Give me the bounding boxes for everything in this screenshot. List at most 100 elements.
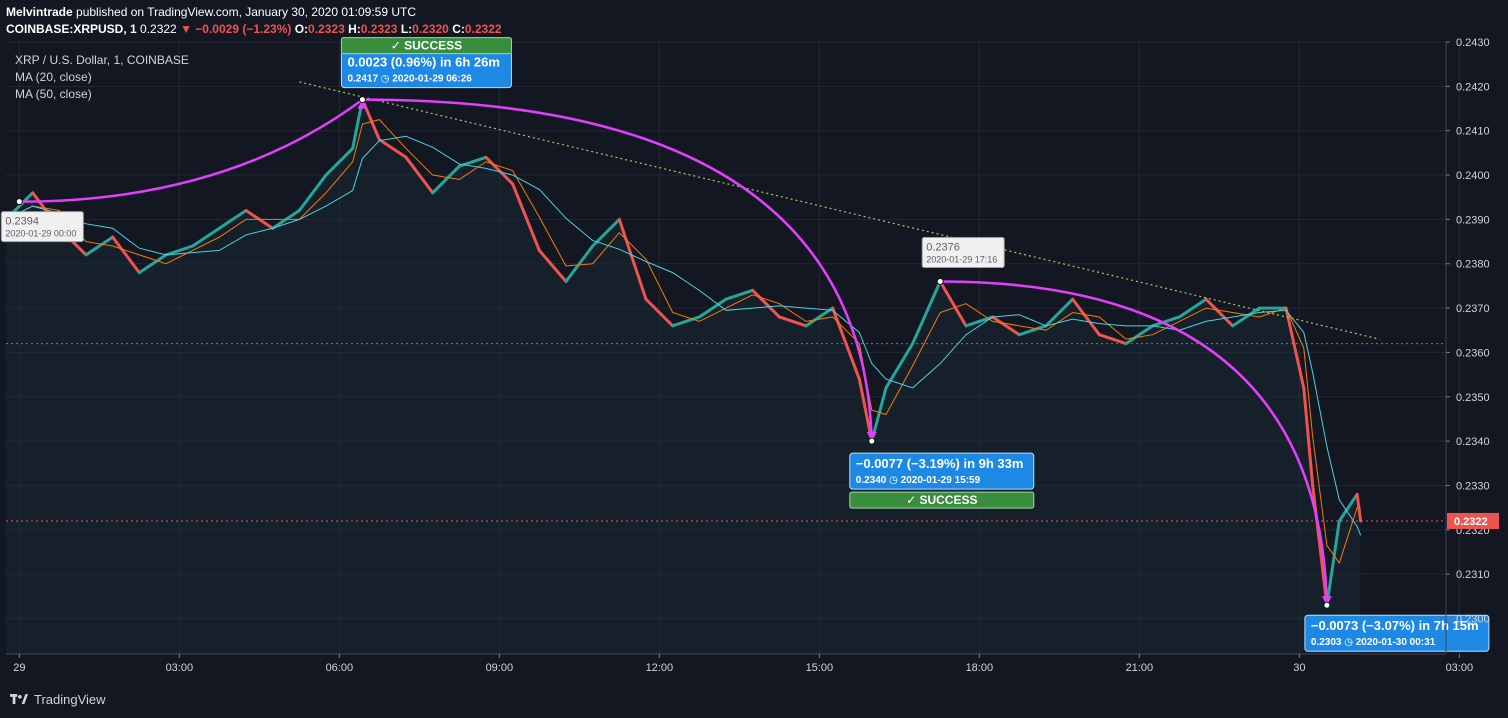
price-segment <box>617 217 648 301</box>
measurement-detail: 0.2340 ◷ 2020-01-29 15:59 <box>856 475 981 486</box>
price-tick-label: 0.2370 <box>1456 303 1490 315</box>
measurement-text: −0.0073 (−3.07%) in 7h 15m <box>1311 618 1479 633</box>
price-segment <box>484 155 515 186</box>
projection-arc[interactable] <box>362 98 874 442</box>
time-tick-label: 18:00 <box>966 662 994 674</box>
price-segment <box>751 288 781 319</box>
price-segment <box>938 279 968 328</box>
price-segment <box>644 297 675 328</box>
price-area <box>6 99 1361 655</box>
last-price-label: 0.2322 <box>1454 516 1488 528</box>
anchor-point[interactable] <box>936 277 944 285</box>
anchor-point[interactable] <box>358 96 366 104</box>
price-segment <box>537 248 568 283</box>
callout-time: 2020-01-29 17:16 <box>926 254 997 264</box>
price-segment <box>431 164 461 195</box>
close-value: 0.2322 <box>464 22 502 36</box>
published-text: published on TradingView.com, January 30… <box>76 5 417 19</box>
price-segment <box>1284 306 1306 390</box>
publish-line: Melvintrade published on TradingView.com… <box>6 5 416 19</box>
time-tick-label: 09:00 <box>486 662 514 674</box>
tradingview-logo-icon <box>10 694 28 704</box>
price-segment <box>1231 306 1261 328</box>
arc-arrowhead <box>357 99 368 109</box>
tradingview-brand: TradingView <box>34 692 106 707</box>
price-tick-label: 0.2350 <box>1456 392 1490 404</box>
price-segment <box>564 244 595 283</box>
projection-arc[interactable] <box>940 280 1329 606</box>
price-tick-label: 0.2410 <box>1456 126 1490 138</box>
measurement-badge[interactable] <box>849 452 1035 490</box>
price-tick-label: 0.2400 <box>1456 170 1490 182</box>
time-tick-label: 03:00 <box>1446 662 1474 674</box>
price-segment <box>324 146 355 177</box>
time-tick-label: 03:00 <box>166 662 194 674</box>
symbol-name[interactable]: COINBASE:XRPUSD, 1 <box>6 22 137 36</box>
ma20-line <box>5 119 1361 565</box>
chart-axes: 0.2430 0.2420 0.2410 0.2400 0.2390 0.2380 0.23… <box>6 37 1499 674</box>
price-segment <box>857 377 874 443</box>
price-callout[interactable] <box>0 211 84 243</box>
callout-time: 2020-01-29 00:00 <box>5 229 76 239</box>
price-tick-label: 0.2380 <box>1456 259 1490 271</box>
price-tick-label: 0.2300 <box>1456 614 1490 626</box>
legend-title[interactable]: XRP / U.S. Dollar, 1, COINBASE <box>15 53 189 67</box>
price-segment <box>1097 333 1128 346</box>
time-tick-label: 15:00 <box>806 662 834 674</box>
price-segment <box>191 226 221 248</box>
anchor-point[interactable] <box>15 198 23 206</box>
last-price-badge <box>1447 512 1499 529</box>
price-tick-label: 0.2310 <box>1456 569 1490 581</box>
price-segment <box>1124 324 1155 346</box>
time-tick-label: 29 <box>13 662 25 674</box>
open-value: 0.2323 <box>308 22 345 36</box>
time-tick-label: 21:00 <box>1126 662 1154 674</box>
anchor-point[interactable] <box>868 437 876 445</box>
trend-line[interactable] <box>299 81 1380 340</box>
legend-ma50[interactable]: MA (50, close) <box>15 87 92 101</box>
price-segment <box>1204 297 1235 328</box>
price-tick-label: 0.2340 <box>1456 436 1490 448</box>
time-tick-label: 12:00 <box>646 662 674 674</box>
price-segment <box>1151 315 1181 328</box>
success-badge[interactable] <box>849 491 1035 509</box>
tradingview-logo[interactable]: TradingView <box>10 692 106 707</box>
price-tick-label: 0.2330 <box>1456 480 1490 492</box>
price-segment <box>164 244 195 257</box>
low-label: L: <box>400 22 413 36</box>
measurement-detail: 0.2417 ◷ 2020-01-29 06:26 <box>347 74 472 85</box>
measurement-badge[interactable] <box>1304 614 1490 652</box>
price-segment <box>1071 297 1101 337</box>
footer <box>0 686 1508 718</box>
price-segment <box>377 138 408 159</box>
price-segment <box>137 253 168 275</box>
success-text: ✓ SUCCESS <box>391 39 462 53</box>
measurement-detail: 0.2303 ◷ 2020-01-30 00:31 <box>1311 637 1436 648</box>
symbol-line: COINBASE:XRPUSD, 1 0.2322 ▼ −0.0029 (−1.… <box>6 22 502 36</box>
publisher-name[interactable]: Melvintrade <box>6 5 73 19</box>
price-segment <box>404 155 435 195</box>
low-value: 0.2320 <box>412 22 449 36</box>
price-callout[interactable] <box>921 236 1005 268</box>
arc-arrowhead <box>1321 596 1332 606</box>
price-segment <box>671 315 701 328</box>
arc-arrowhead <box>866 432 877 442</box>
price-tick-label: 0.2390 <box>1456 214 1490 226</box>
price-tick-label: 0.2430 <box>1456 37 1490 49</box>
price-segment <box>297 173 328 213</box>
last-price: 0.2322 <box>140 22 177 36</box>
price-segment <box>217 209 248 230</box>
price-segment <box>1302 386 1315 487</box>
time-tick-label: 06:00 <box>326 662 354 674</box>
price-change: ▼ −0.0029 (−1.23%) <box>180 22 292 36</box>
anchor-point[interactable] <box>1323 601 1331 609</box>
legend-ma20[interactable]: MA (20, close) <box>15 70 92 84</box>
success-text: ✓ SUCCESS <box>906 493 977 507</box>
callout-price: 0.2394 <box>5 216 39 228</box>
projection-arc[interactable] <box>19 98 364 203</box>
success-badge[interactable] <box>340 37 512 55</box>
price-segment <box>724 288 755 301</box>
price-segment <box>84 235 115 257</box>
